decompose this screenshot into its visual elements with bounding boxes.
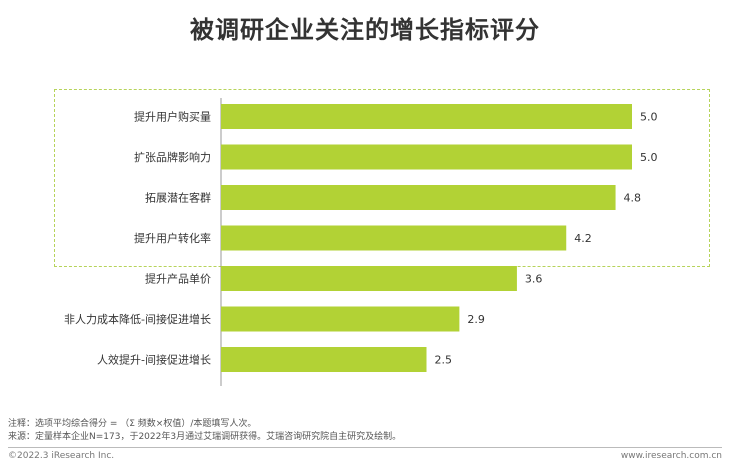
bar [221,225,567,251]
bar [221,104,632,129]
category-label: 提升用户转化率 [134,231,211,245]
note-line: 注释：选项平均综合得分 = （Σ 频数×权值）/本题填写人次。 [8,419,257,429]
value-label: 5.0 [640,111,658,124]
chart-title: 被调研企业关注的增长指标评分 [190,16,540,44]
copyright-text: ©2022.3 iResearch Inc. [8,451,115,461]
category-label: 提升产品单价 [145,272,211,286]
value-label: 2.5 [435,354,453,367]
footer-divider [8,447,722,448]
value-label: 5.0 [640,151,658,164]
bar [221,185,616,210]
bar [221,347,427,372]
category-label: 扩张品牌影响力 [134,150,211,164]
value-label: 3.6 [525,273,543,286]
bar [221,266,517,291]
website-link[interactable]: www.iresearch.com.cn [620,451,722,461]
category-label: 非人力成本降低-间接促进增长 [64,312,211,326]
source-line: 来源：定量样本企业N=173，于2022年3月通过艾瑞调研获得。艾瑞咨询研究院自… [8,432,402,442]
value-label: 2.9 [467,313,485,326]
category-label: 拓展潜在客群 [145,191,211,205]
value-label: 4.8 [624,192,642,205]
bar [221,306,460,332]
bar [221,144,632,170]
category-label: 人效提升-间接促进增长 [97,353,211,367]
value-label: 4.2 [574,232,592,245]
category-label: 提升用户购买量 [134,110,211,124]
